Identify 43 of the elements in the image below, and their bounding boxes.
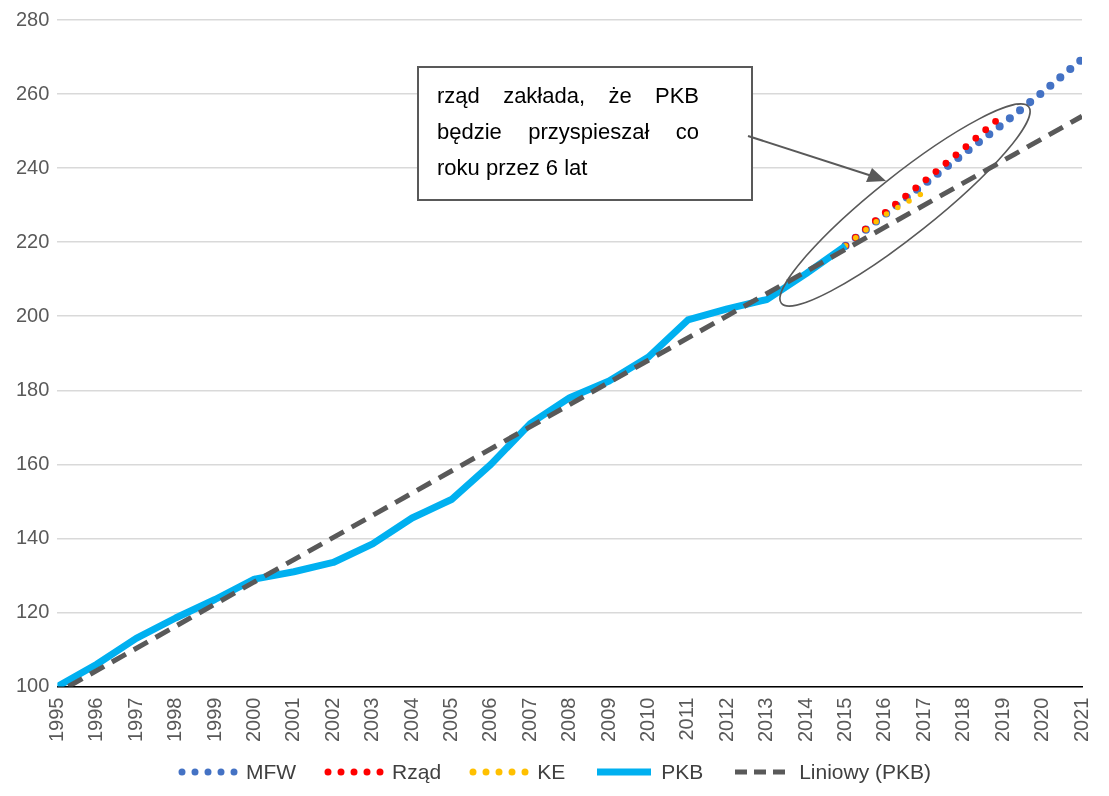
x-tick-label: 2019 xyxy=(990,697,1013,743)
y-tick-label: 220 xyxy=(15,229,50,252)
x-tick-label: 2020 xyxy=(1030,697,1053,743)
x-tick-label: 2006 xyxy=(478,697,501,743)
legend-label: PKB xyxy=(661,760,704,784)
x-tick-label: 2016 xyxy=(872,697,895,743)
annotation: rząd zakłada, że PKB będzie przyspieszał co roku przez 6 lat xyxy=(436,82,700,182)
x-tick-label: 1996 xyxy=(84,697,107,743)
y-tick-label: 260 xyxy=(15,81,50,104)
x-tick-label: 2021 xyxy=(1069,697,1092,743)
x-tick-label: 2001 xyxy=(281,697,304,743)
y-tick-label: 180 xyxy=(15,377,50,400)
x-tick-label: 1998 xyxy=(163,697,186,743)
x-tick-label: 2013 xyxy=(754,697,777,743)
y-tick-label: 100 xyxy=(15,674,50,697)
x-tick-label: 2009 xyxy=(596,697,619,743)
x-tick-label: 2003 xyxy=(360,697,383,743)
y-tick-label: 280 xyxy=(15,7,50,30)
x-tick-label: 2011 xyxy=(675,697,698,741)
y-tick-label: 200 xyxy=(15,303,50,326)
legend-label: Liniowy (PKB) xyxy=(799,760,932,784)
x-tick-label: 2000 xyxy=(241,697,264,743)
x-tick-label: 2018 xyxy=(951,697,974,743)
x-tick-label: 1999 xyxy=(202,697,225,743)
x-tick-label: 1995 xyxy=(44,697,67,743)
x-tick-label: 2015 xyxy=(833,697,856,743)
y-tick-label: 240 xyxy=(15,155,50,178)
x-tick-label: 2004 xyxy=(399,697,422,743)
y-tick-label: 120 xyxy=(15,599,50,622)
x-tick-label: 2012 xyxy=(714,697,737,743)
y-tick-label: 140 xyxy=(15,525,50,548)
x-tick-label: 2010 xyxy=(636,697,659,743)
x-tick-label: 2005 xyxy=(438,697,461,743)
x-tick-label: 2014 xyxy=(793,697,816,743)
x-tick-label: 2017 xyxy=(911,697,934,743)
x-tick-label: 2002 xyxy=(320,697,343,743)
x-tick-label: 1997 xyxy=(123,697,146,743)
x-tick-label: 2008 xyxy=(557,697,580,743)
legend-label: KE xyxy=(537,760,566,784)
legend-label: MFW xyxy=(245,760,297,784)
legend-label: Rząd xyxy=(392,760,442,784)
y-tick-label: 160 xyxy=(15,451,50,474)
x-tick-label: 2007 xyxy=(517,697,540,743)
